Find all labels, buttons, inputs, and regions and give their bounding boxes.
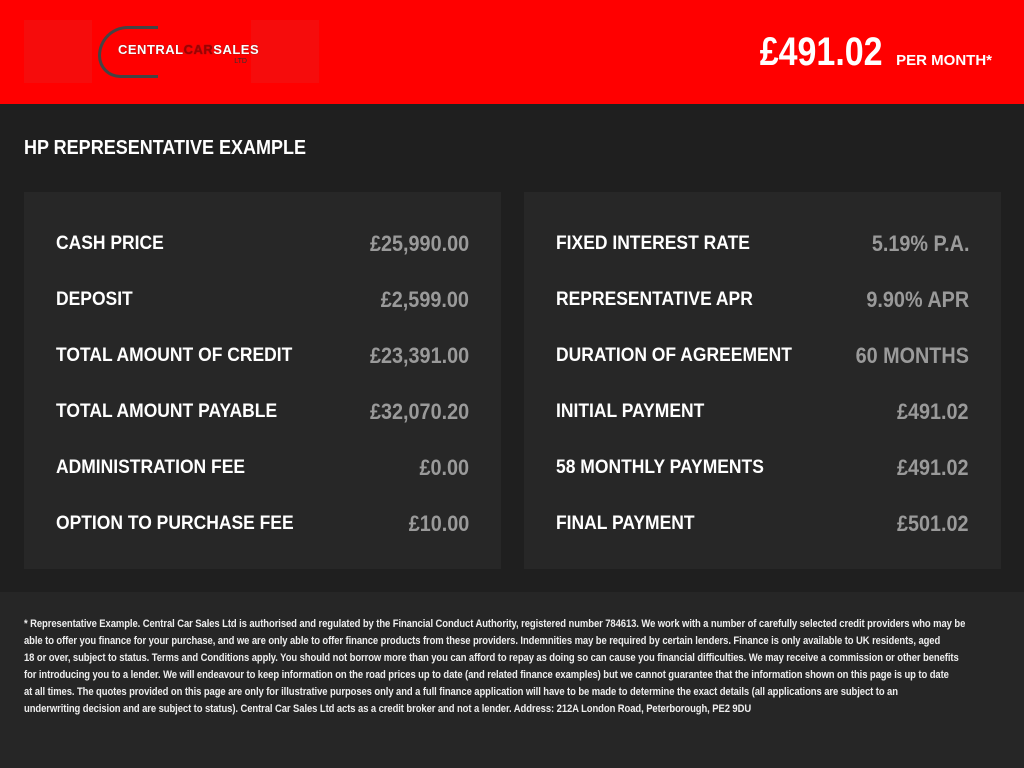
finance-row: 58 MONTHLY PAYMENTS £491.02 xyxy=(556,440,969,496)
row-value: 5.19% P.A. xyxy=(871,231,969,256)
car-silhouette-icon xyxy=(98,26,158,78)
finance-row: FIXED INTEREST RATE 5.19% P.A. xyxy=(556,216,969,272)
logo-image: CENTRALCARSALES LTD xyxy=(92,20,259,83)
row-value: £491.02 xyxy=(897,455,969,480)
finance-row: TOTAL AMOUNT PAYABLE £32,070.20 xyxy=(56,384,469,440)
row-label: OPTION TO PURCHASE FEE xyxy=(56,513,294,534)
finance-row: INITIAL PAYMENT £491.02 xyxy=(556,384,969,440)
row-label: INITIAL PAYMENT xyxy=(556,401,705,422)
finance-row: TOTAL AMOUNT OF CREDIT £23,391.00 xyxy=(56,328,469,384)
finance-row: REPRESENTATIVE APR 9.90% APR xyxy=(556,272,969,328)
row-label: DURATION OF AGREEMENT xyxy=(556,345,792,366)
row-value: £23,391.00 xyxy=(369,343,469,368)
row-label: ADMINISTRATION FEE xyxy=(56,457,246,478)
row-label: CASH PRICE xyxy=(56,233,164,254)
finance-row: ADMINISTRATION FEE £0.00 xyxy=(56,440,469,496)
finance-row: OPTION TO PURCHASE FEE £10.00 xyxy=(56,496,469,552)
finance-row: CASH PRICE £25,990.00 xyxy=(56,216,469,272)
logo-background xyxy=(251,20,319,83)
row-label: FINAL PAYMENT xyxy=(556,513,695,534)
row-value: £32,070.20 xyxy=(369,399,469,424)
row-value: £0.00 xyxy=(419,455,469,480)
row-value: £491.02 xyxy=(897,399,969,424)
price-label: PER MONTH* xyxy=(896,52,992,69)
row-label: FIXED INTEREST RATE xyxy=(556,233,750,254)
disclaimer: * Representative Example. Central Car Sa… xyxy=(0,592,1024,768)
price-amount: £491.02 xyxy=(759,30,883,74)
finance-row: DEPOSIT £2,599.00 xyxy=(56,272,469,328)
row-value: £10.00 xyxy=(408,511,469,536)
disclaimer-line: underwriting decision and are subject to… xyxy=(24,703,752,715)
row-label: TOTAL AMOUNT PAYABLE xyxy=(56,401,278,422)
disclaimer-line: at all times. The quotes provided on thi… xyxy=(24,686,898,698)
section-title: HP REPRESENTATIVE EXAMPLE xyxy=(24,137,307,159)
row-label: DEPOSIT xyxy=(56,289,133,310)
row-value: £2,599.00 xyxy=(380,287,469,312)
row-value: £25,990.00 xyxy=(369,231,469,256)
finance-panel-left: CASH PRICE £25,990.00 DEPOSIT £2,599.00 TOTA… xyxy=(24,192,501,569)
logo[interactable]: CENTRALCARSALES LTD xyxy=(24,20,319,83)
disclaimer-line: * Representative Example. Central Car Sa… xyxy=(24,618,966,630)
finance-row: FINAL PAYMENT £501.02 xyxy=(556,496,969,552)
disclaimer-line: for introducing you to a lender. We will… xyxy=(24,669,949,681)
row-label: 58 MONTHLY PAYMENTS xyxy=(556,457,764,478)
row-value: 9.90% APR xyxy=(866,287,969,312)
logo-ltd: LTD xyxy=(234,58,247,65)
row-label: TOTAL AMOUNT OF CREDIT xyxy=(56,345,293,366)
monthly-price: £491.02 PER MONTH* xyxy=(738,30,992,75)
row-value: £501.02 xyxy=(897,511,969,536)
disclaimer-line: able to offer you finance for your purch… xyxy=(24,635,941,647)
logo-wordmark: CENTRALCARSALES xyxy=(118,42,260,57)
row-label: REPRESENTATIVE APR xyxy=(556,289,753,310)
disclaimer-line: 18 or over, subject to status. Terms and… xyxy=(24,652,959,664)
row-value: 60 MONTHS xyxy=(855,343,969,368)
finance-row: DURATION OF AGREEMENT 60 MONTHS xyxy=(556,328,969,384)
logo-background xyxy=(24,20,92,83)
header: CENTRALCARSALES LTD £491.02 PER MONTH* xyxy=(0,0,1024,104)
finance-panel-right: FIXED INTEREST RATE 5.19% P.A. REPRESENTAT… xyxy=(524,192,1001,569)
